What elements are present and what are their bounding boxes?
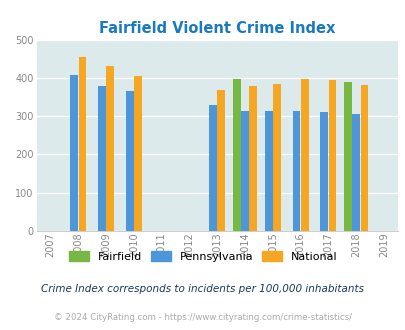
Bar [292,111,300,231]
Bar [134,76,141,231]
Bar [126,91,133,231]
Bar [328,80,336,231]
Legend: Fairfield, Pennsylvania, National: Fairfield, Pennsylvania, National [64,247,341,266]
Bar [78,57,86,231]
Text: Crime Index corresponds to incidents per 100,000 inhabitants: Crime Index corresponds to incidents per… [41,284,364,294]
Bar [300,79,308,231]
Title: Fairfield Violent Crime Index: Fairfield Violent Crime Index [99,21,335,36]
Bar [360,85,367,231]
Bar [232,79,240,231]
Bar [264,111,272,231]
Bar [343,82,351,231]
Bar [209,105,216,231]
Bar [98,85,105,231]
Bar [352,114,359,231]
Bar [70,75,78,231]
Bar [106,66,114,231]
Bar [241,111,248,231]
Text: © 2024 CityRating.com - https://www.cityrating.com/crime-statistics/: © 2024 CityRating.com - https://www.city… [54,313,351,322]
Bar [217,90,225,231]
Bar [320,112,327,231]
Bar [273,84,280,231]
Bar [249,86,257,231]
